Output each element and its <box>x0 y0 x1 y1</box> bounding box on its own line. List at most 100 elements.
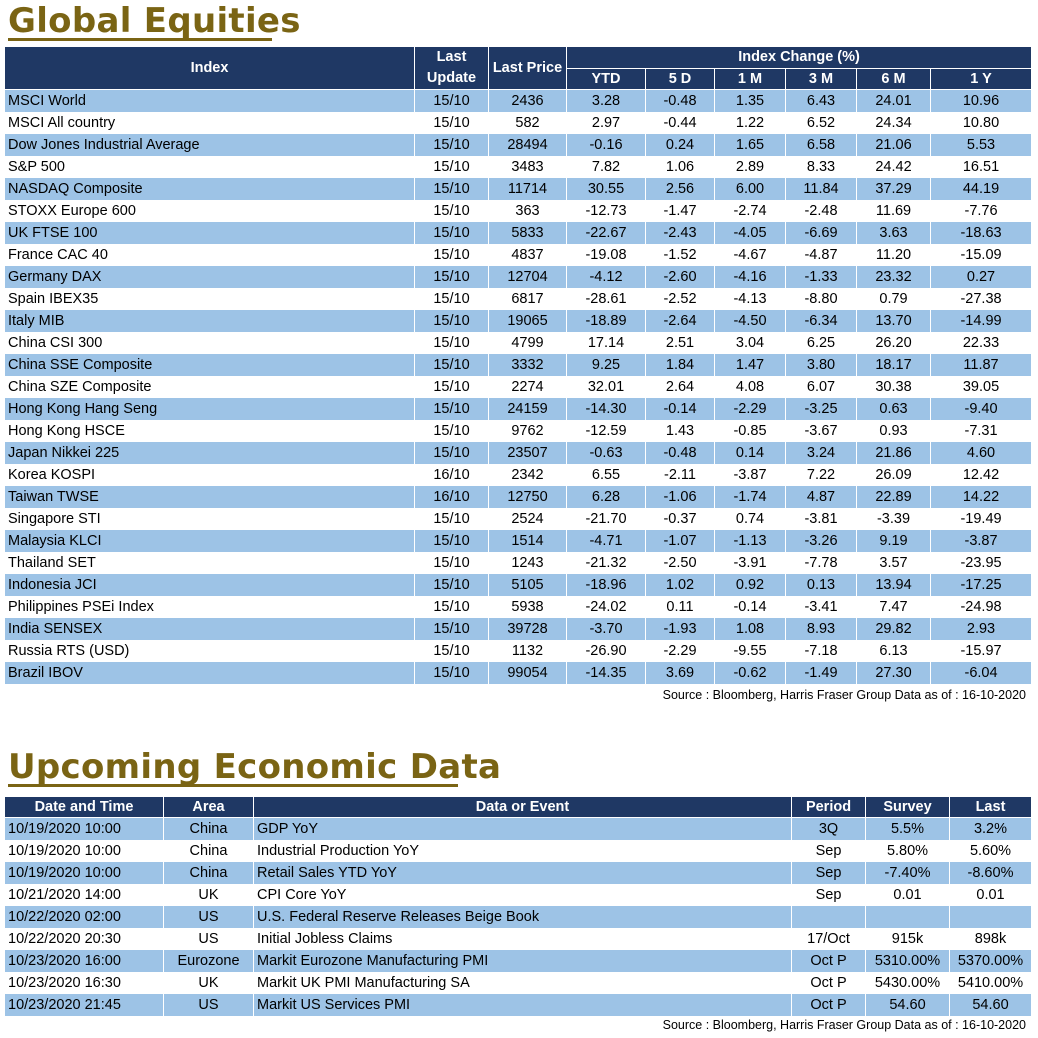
5d-cell: -2.64 <box>645 310 715 332</box>
table-row: Taiwan TWSE 16/10 12750 6.28 -1.06 -1.74 4.87 2… <box>4 486 1033 508</box>
ytd-cell: -18.96 <box>566 574 646 596</box>
3m-cell: 6.43 <box>785 89 857 112</box>
last-update-cell: 15/10 <box>414 222 489 244</box>
economic-data-underline <box>8 784 458 787</box>
last-update-cell: 15/10 <box>414 398 489 420</box>
index-name-cell: Thailand SET <box>4 552 415 574</box>
5d-cell: -1.93 <box>645 618 715 640</box>
1y-cell: -14.99 <box>929 310 1033 332</box>
5d-cell: -0.14 <box>645 398 715 420</box>
table-row: Singapore STI 15/10 2524 -21.70 -0.37 0.74 -3.… <box>4 508 1033 530</box>
1m-cell: -4.50 <box>714 310 786 332</box>
last-update-cell: 15/10 <box>414 266 489 288</box>
index-name-cell: MSCI All country <box>4 112 415 134</box>
last-update-cell: 15/10 <box>414 662 489 684</box>
last-price-cell: 2524 <box>488 508 567 530</box>
index-name-cell: NASDAQ Composite <box>4 178 415 200</box>
3m-cell: -3.25 <box>785 398 857 420</box>
area-cell: China <box>163 817 254 840</box>
5d-cell: 0.11 <box>645 596 715 618</box>
1m-cell: 1.65 <box>714 134 786 156</box>
6m-cell: 13.70 <box>856 310 931 332</box>
5d-cell: -2.11 <box>645 464 715 486</box>
index-name-cell: Germany DAX <box>4 266 415 288</box>
table-row: Italy MIB 15/10 19065 -18.89 -2.64 -4.50 -6.34… <box>4 310 1033 332</box>
1m-cell: 0.74 <box>714 508 786 530</box>
last-price-cell: 2436 <box>488 89 567 112</box>
1m-cell: 1.22 <box>714 112 786 134</box>
1m-cell: 1.35 <box>714 89 786 112</box>
3m-cell: 3.80 <box>785 354 857 376</box>
table-row: UK FTSE 100 15/10 5833 -22.67 -2.43 -4.05 -6.6… <box>4 222 1033 244</box>
1m-cell: 2.89 <box>714 156 786 178</box>
last-update-cell: 15/10 <box>414 442 489 464</box>
index-name-cell: Russia RTS (USD) <box>4 640 415 662</box>
table-row: India SENSEX 15/10 39728 -3.70 -1.93 1.08 8.93… <box>4 618 1033 640</box>
last-cell: 5370.00% <box>949 950 1032 972</box>
index-name-cell: India SENSEX <box>4 618 415 640</box>
table-row: 10/23/2020 16:00 Eurozone Markit Eurozone … <box>4 950 1032 972</box>
5d-cell: 2.64 <box>645 376 715 398</box>
5d-cell: 1.06 <box>645 156 715 178</box>
header-index-change: Index Change (%) <box>565 46 1033 69</box>
last-price-cell: 363 <box>488 200 567 222</box>
1y-cell: -15.09 <box>929 244 1033 266</box>
ytd-cell: -21.70 <box>566 508 646 530</box>
global-equities-underline <box>8 38 272 41</box>
1m-cell: -4.67 <box>714 244 786 266</box>
survey-cell: 5.5% <box>865 817 950 840</box>
header-5d: 5 D <box>645 67 715 90</box>
last-update-cell: 15/10 <box>414 332 489 354</box>
index-name-cell: Philippines PSEi Index <box>4 596 415 618</box>
ytd-cell: 2.97 <box>566 112 646 134</box>
global-equities-title: Global Equities <box>8 1 301 41</box>
1m-cell: -4.05 <box>714 222 786 244</box>
last-update-cell: 15/10 <box>414 618 489 640</box>
event-cell: U.S. Federal Reserve Releases Beige Book <box>253 906 792 928</box>
last-cell: 0.01 <box>949 884 1032 906</box>
1y-cell: 5.53 <box>929 134 1033 156</box>
ytd-cell: 32.01 <box>566 376 646 398</box>
last-update-cell: 15/10 <box>414 200 489 222</box>
6m-cell: 0.93 <box>856 420 931 442</box>
index-name-cell: STOXX Europe 600 <box>4 200 415 222</box>
table-row: MSCI World 15/10 2436 3.28 -0.48 1.35 6.43 24.0… <box>4 89 1033 112</box>
last-update-cell: 15/10 <box>414 420 489 442</box>
date-time-cell: 10/22/2020 20:30 <box>4 928 164 950</box>
survey-cell <box>865 906 950 928</box>
3m-cell: -2.48 <box>785 200 857 222</box>
table-row: 10/23/2020 21:45 US Markit US Services PMI… <box>4 994 1032 1016</box>
last-price-cell: 2274 <box>488 376 567 398</box>
survey-cell: 54.60 <box>865 994 950 1016</box>
1y-cell: -7.31 <box>929 420 1033 442</box>
3m-cell: -4.87 <box>785 244 857 266</box>
5d-cell: -0.37 <box>645 508 715 530</box>
ytd-cell: 3.28 <box>566 89 646 112</box>
3m-cell: -3.26 <box>785 530 857 552</box>
last-update-cell: 15/10 <box>414 244 489 266</box>
last-price-cell: 24159 <box>488 398 567 420</box>
1y-cell: -24.98 <box>929 596 1033 618</box>
1m-cell: -2.74 <box>714 200 786 222</box>
1y-cell: 0.27 <box>929 266 1033 288</box>
index-name-cell: Spain IBEX35 <box>4 288 415 310</box>
last-update-cell: 15/10 <box>414 596 489 618</box>
5d-cell: 3.69 <box>645 662 715 684</box>
1y-cell: -7.76 <box>929 200 1033 222</box>
table-row: Spain IBEX35 15/10 6817 -28.61 -2.52 -4.13 -8.… <box>4 288 1033 310</box>
table-row: Indonesia JCI 15/10 5105 -18.96 1.02 0.92 0.13… <box>4 574 1033 596</box>
3m-cell: 6.58 <box>785 134 857 156</box>
1y-cell: 2.93 <box>929 618 1033 640</box>
last-price-cell: 5105 <box>488 574 567 596</box>
6m-cell: 13.94 <box>856 574 931 596</box>
5d-cell: -2.43 <box>645 222 715 244</box>
last-update-cell: 15/10 <box>414 508 489 530</box>
period-cell: 3Q <box>791 817 866 840</box>
period-cell: Sep <box>791 862 866 884</box>
table-row: Japan Nikkei 225 15/10 23507 -0.63 -0.48 0.14… <box>4 442 1033 464</box>
1m-cell: -3.87 <box>714 464 786 486</box>
ytd-cell: -3.70 <box>566 618 646 640</box>
area-cell: Eurozone <box>163 950 254 972</box>
last-cell: 3.2% <box>949 817 1032 840</box>
last-update-cell: 15/10 <box>414 112 489 134</box>
